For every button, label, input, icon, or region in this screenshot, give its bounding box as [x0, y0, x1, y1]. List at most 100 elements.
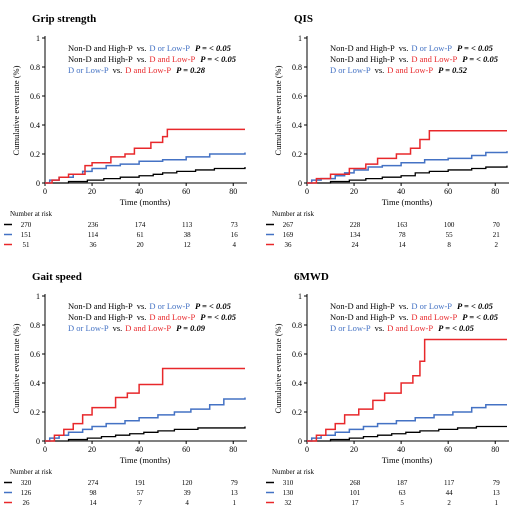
p-value: P = < 0.05 — [462, 54, 499, 64]
risk-count: 130 — [283, 489, 294, 497]
risk-count: 320 — [21, 479, 32, 487]
comparison-annotation: Non-D and High-P vs. D and Low-P P = < 0.05 — [330, 54, 499, 64]
x-tick-label: 0 — [43, 187, 47, 196]
p-value: P = < 0.05 — [200, 54, 237, 64]
group-a-label: D or Low-P — [330, 323, 371, 333]
risk-count: 98 — [90, 489, 98, 497]
group-b-label: D and Low-P — [125, 65, 171, 75]
group-b-label: D or Low-P — [411, 301, 452, 311]
panel-2: QIS 0 0.2 0.4 0.6 0.8 1 0 20 40 60 80 Time (months) C… — [266, 13, 509, 249]
p-value: P = 0.28 — [176, 65, 206, 75]
comparison-annotation: Non-D and High-P vs. D and Low-P P = < 0.05 — [68, 54, 237, 64]
risk-count: 36 — [285, 241, 293, 249]
risk-count: 79 — [493, 479, 501, 487]
panel-title: Gait speed — [32, 271, 82, 283]
y-tick-label: 0.4 — [292, 121, 302, 130]
x-tick-label: 20 — [88, 187, 96, 196]
risk-count: 163 — [397, 221, 408, 229]
group-b-label: D and Low-P — [149, 54, 195, 64]
group-b-label: D and Low-P — [411, 54, 457, 64]
group-b-label: D and Low-P — [125, 323, 171, 333]
y-tick-label: 0.2 — [30, 408, 40, 417]
x-tick-label: 0 — [43, 445, 47, 454]
x-axis-label: Time (months) — [120, 197, 171, 207]
risk-count: 169 — [283, 231, 294, 239]
y-tick-label: 0 — [298, 437, 302, 446]
series-high-line — [45, 367, 245, 442]
group-b-label: D and Low-P — [387, 65, 433, 75]
risk-count: 73 — [231, 221, 239, 229]
x-tick-label: 80 — [229, 445, 237, 454]
risk-count: 134 — [350, 231, 361, 239]
x-axis-label: Time (months) — [382, 197, 433, 207]
group-a-label: Non-D and High-P — [68, 43, 133, 53]
vs-label: vs. — [113, 65, 123, 75]
y-tick-label: 0 — [36, 437, 40, 446]
risk-count: 174 — [135, 221, 146, 229]
comparison-annotation: D or Low-P vs. D and Low-P P = 0.52 — [330, 65, 468, 75]
risk-count: 13 — [493, 489, 501, 497]
series-high-line — [307, 130, 507, 184]
risk-count: 310 — [283, 479, 294, 487]
risk-count: 191 — [135, 479, 146, 487]
risk-count: 268 — [350, 479, 361, 487]
risk-count: 151 — [21, 231, 32, 239]
risk-count: 8 — [447, 241, 451, 249]
risk-count: 39 — [184, 489, 192, 497]
series-high-line — [307, 338, 507, 442]
group-a-label: D or Low-P — [68, 323, 109, 333]
series-high-line — [45, 128, 245, 184]
group-a-label: Non-D and High-P — [330, 301, 395, 311]
x-tick-label: 20 — [88, 445, 96, 454]
x-axis-label: Time (months) — [120, 455, 171, 465]
group-b-label: D or Low-P — [149, 43, 190, 53]
y-tick-label: 0.8 — [30, 63, 40, 72]
risk-count: 5 — [400, 499, 404, 507]
risk-count: 44 — [446, 489, 454, 497]
risk-count: 79 — [231, 479, 239, 487]
p-value: P = 0.09 — [176, 323, 206, 333]
risk-count: 57 — [137, 489, 145, 497]
comparison-annotation: Non-D and High-P vs. D or Low-P P = < 0.05 — [68, 43, 232, 53]
risk-count: 4 — [232, 241, 236, 249]
risk-count: 24 — [352, 241, 360, 249]
panel-title: Grip strength — [32, 13, 96, 25]
group-a-label: Non-D and High-P — [68, 301, 133, 311]
risk-count: 78 — [399, 231, 407, 239]
risk-count: 1 — [494, 499, 498, 507]
p-value: P = 0.52 — [438, 65, 468, 75]
risk-count: 2 — [494, 241, 498, 249]
x-tick-label: 40 — [397, 187, 405, 196]
comparison-annotation: D or Low-P vs. D and Low-P P = 0.09 — [68, 323, 206, 333]
vs-label: vs. — [137, 43, 147, 53]
risk-count: 113 — [182, 221, 193, 229]
series-low-line — [307, 425, 507, 442]
x-tick-label: 60 — [182, 187, 190, 196]
vs-label: vs. — [399, 312, 409, 322]
p-value: P = < 0.05 — [457, 43, 494, 53]
group-b-label: D and Low-P — [387, 323, 433, 333]
risk-count: 228 — [350, 221, 361, 229]
p-value: P = < 0.05 — [438, 323, 475, 333]
risk-count: 16 — [231, 231, 239, 239]
comparison-annotation: Non-D and High-P vs. D or Low-P P = < 0.05 — [330, 43, 494, 53]
y-tick-label: 0.8 — [30, 321, 40, 330]
risk-header: Number at risk — [272, 468, 314, 476]
x-tick-label: 80 — [229, 187, 237, 196]
vs-label: vs. — [399, 43, 409, 53]
risk-count: 70 — [493, 221, 501, 229]
group-b-label: D and Low-P — [411, 312, 457, 322]
panel-title: QIS — [294, 13, 313, 25]
p-value: P = < 0.05 — [195, 43, 232, 53]
panel-4: 6MWD 0 0.2 0.4 0.6 0.8 1 0 20 40 60 80 Time (months)… — [266, 271, 509, 507]
y-tick-label: 1 — [36, 292, 40, 301]
risk-count: 7 — [138, 499, 142, 507]
p-value: P = < 0.05 — [200, 312, 237, 322]
risk-count: 55 — [446, 231, 454, 239]
y-tick-label: 0 — [36, 179, 40, 188]
y-tick-label: 0.6 — [30, 92, 40, 101]
risk-count: 51 — [23, 241, 31, 249]
vs-label: vs. — [137, 301, 147, 311]
vs-label: vs. — [399, 54, 409, 64]
vs-label: vs. — [375, 323, 385, 333]
